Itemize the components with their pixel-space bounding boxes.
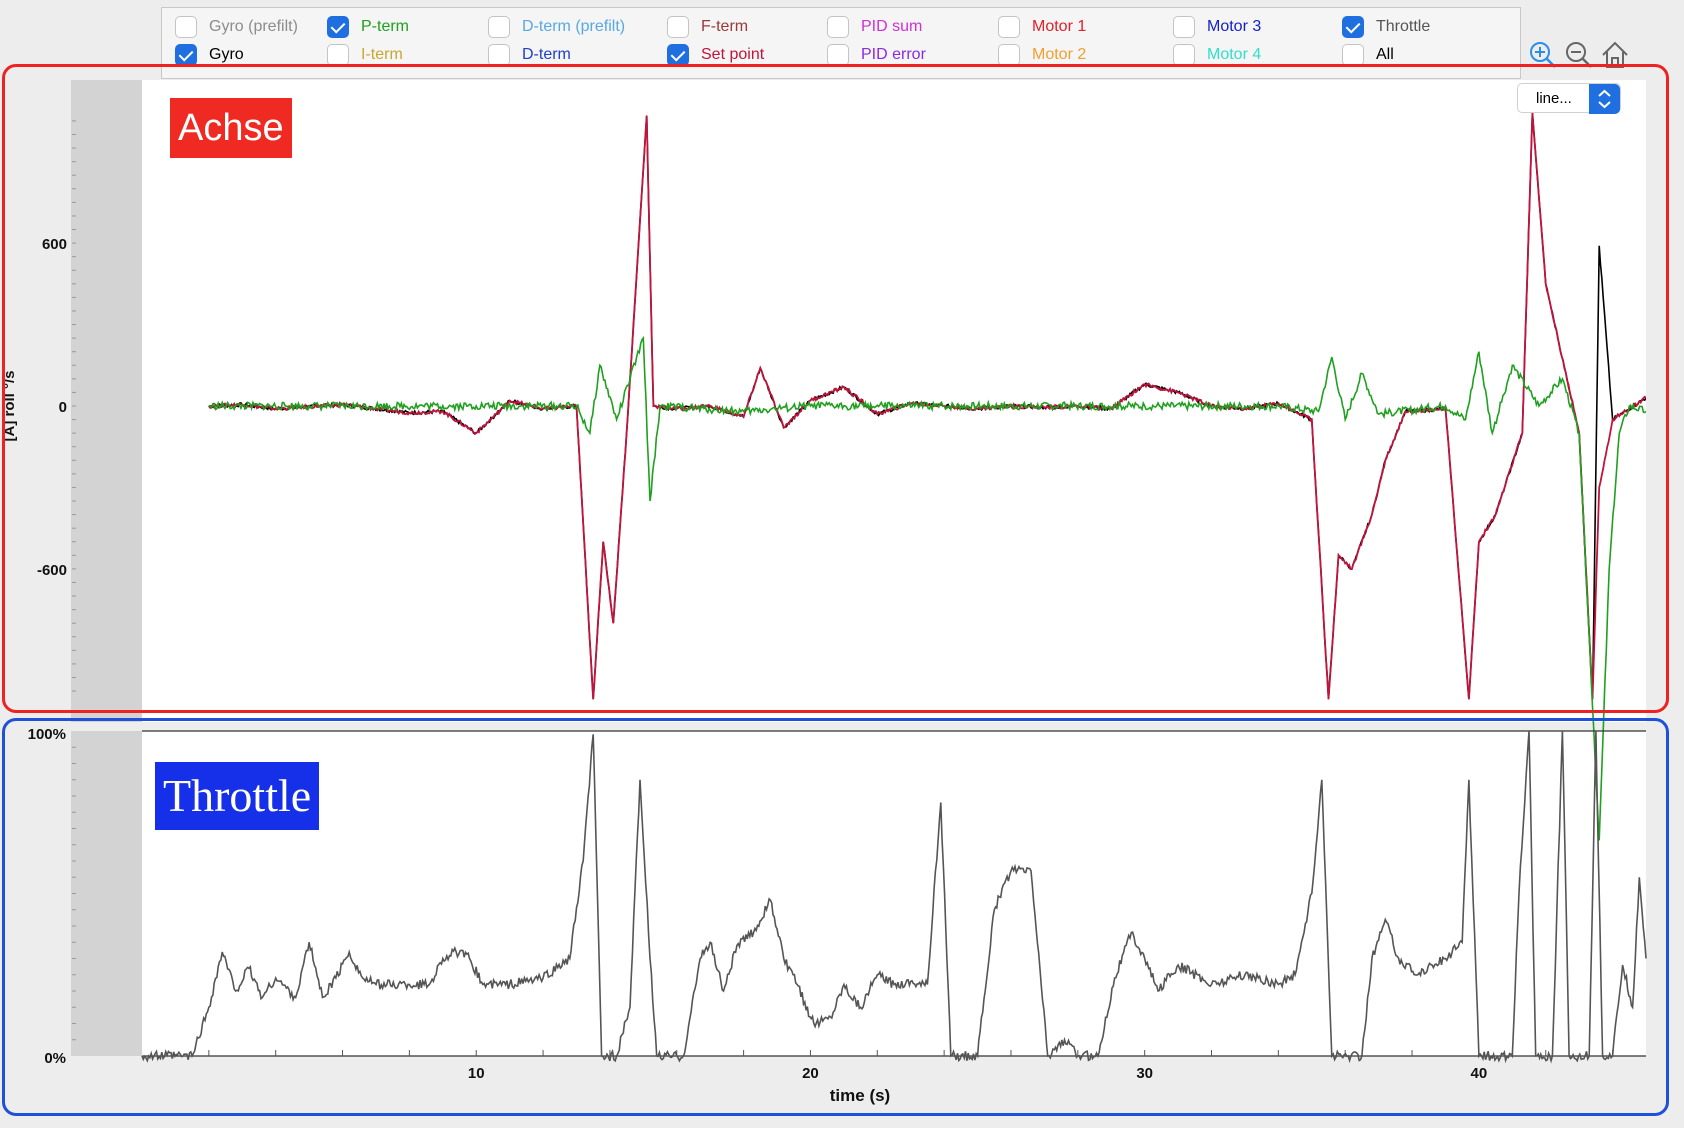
legend-item-set-point[interactable]: Set point xyxy=(667,42,764,68)
throttle-annotation: Throttle xyxy=(155,762,320,830)
legend-item-gyro-prefilt[interactable]: Gyro (prefilt) xyxy=(175,14,298,40)
legend-item-i-term[interactable]: I-term xyxy=(327,42,403,68)
series-line-set-point xyxy=(208,112,1646,700)
legend-item-label: Throttle xyxy=(1376,18,1431,35)
x-axis-label: time (s) xyxy=(830,1086,890,1105)
legend-item-label: Motor 2 xyxy=(1032,46,1087,63)
y-tick-label-100: 100% xyxy=(28,726,66,743)
y-tick-label: -600 xyxy=(37,562,67,579)
legend-item-gyro[interactable]: Gyro xyxy=(175,42,244,68)
bottom-plot-grayzone xyxy=(71,731,142,1056)
legend-item-d-term-prefilt[interactable]: D-term (prefilt) xyxy=(488,14,625,40)
legend-panel: Gyro (prefilt) Gyro P-term I-term D-term (pr… xyxy=(161,7,1521,79)
checkbox-icon[interactable] xyxy=(827,16,849,38)
x-tick-label: 20 xyxy=(802,1065,819,1082)
legend-item-label: D-term xyxy=(522,46,571,63)
checkbox-icon[interactable] xyxy=(327,16,349,38)
checkbox-icon[interactable] xyxy=(998,16,1020,38)
legend-item-label: PID sum xyxy=(861,18,923,35)
legend-item-pid-sum[interactable]: PID sum xyxy=(827,14,922,40)
x-tick-label: 30 xyxy=(1136,1065,1153,1082)
home-icon[interactable] xyxy=(1600,40,1630,70)
legend-item-motor-2[interactable]: Motor 2 xyxy=(998,42,1086,68)
legend-item-label: Gyro xyxy=(209,46,244,63)
checkbox-icon[interactable] xyxy=(1342,16,1364,38)
x-tick-label: 40 xyxy=(1471,1065,1488,1082)
legend-item-motor-4[interactable]: Motor 4 xyxy=(1173,42,1261,68)
legend-item-label: Motor 1 xyxy=(1032,18,1087,35)
top-plot-area[interactable] xyxy=(142,80,1646,722)
legend-item-label: Gyro (prefilt) xyxy=(209,18,298,35)
y-tick-label-0: 0% xyxy=(44,1050,66,1067)
y-axis-label: [A] roll °/s xyxy=(1,370,18,441)
legend-item-label: Motor 4 xyxy=(1207,46,1262,63)
legend-item-label: F-term xyxy=(701,18,749,35)
plot-type-value: line... xyxy=(1536,90,1572,107)
series-line-throttle xyxy=(141,730,1647,1064)
legend-item-label: I-term xyxy=(361,46,403,63)
checkbox-icon[interactable] xyxy=(175,16,197,38)
legend-item-p-term[interactable]: P-term xyxy=(327,14,409,40)
legend-item-motor-3[interactable]: Motor 3 xyxy=(1173,14,1261,40)
checkbox-icon[interactable] xyxy=(1173,16,1195,38)
x-tick-label: 10 xyxy=(468,1065,485,1082)
legend-item-f-term[interactable]: F-term xyxy=(667,14,748,40)
legend-item-throttle[interactable]: Throttle xyxy=(1342,14,1430,40)
legend-item-label: Motor 3 xyxy=(1207,18,1262,35)
legend-item-label: P-term xyxy=(361,18,409,35)
legend-item-label: D-term (prefilt) xyxy=(522,18,626,35)
checkbox-icon[interactable] xyxy=(488,16,510,38)
legend-item-label: Set point xyxy=(701,46,765,63)
legend-item-pid-error[interactable]: PID error xyxy=(827,42,926,68)
y-tick-label: 0 xyxy=(59,399,67,416)
plot-type-select[interactable]: line... xyxy=(1517,83,1621,114)
y-tick-label: 600 xyxy=(42,236,67,253)
legend-item-motor-1[interactable]: Motor 1 xyxy=(998,14,1086,40)
checkbox-icon[interactable] xyxy=(667,16,689,38)
axis-annotation: Achse xyxy=(170,98,292,158)
legend-item-label: PID error xyxy=(861,46,926,63)
bottom-plot-area[interactable] xyxy=(142,731,1646,1056)
top-plot-grayzone xyxy=(71,80,142,722)
select-stepper-icon xyxy=(1589,84,1620,114)
series-line-p-term xyxy=(208,335,1646,841)
legend-item-label: All xyxy=(1376,46,1394,63)
